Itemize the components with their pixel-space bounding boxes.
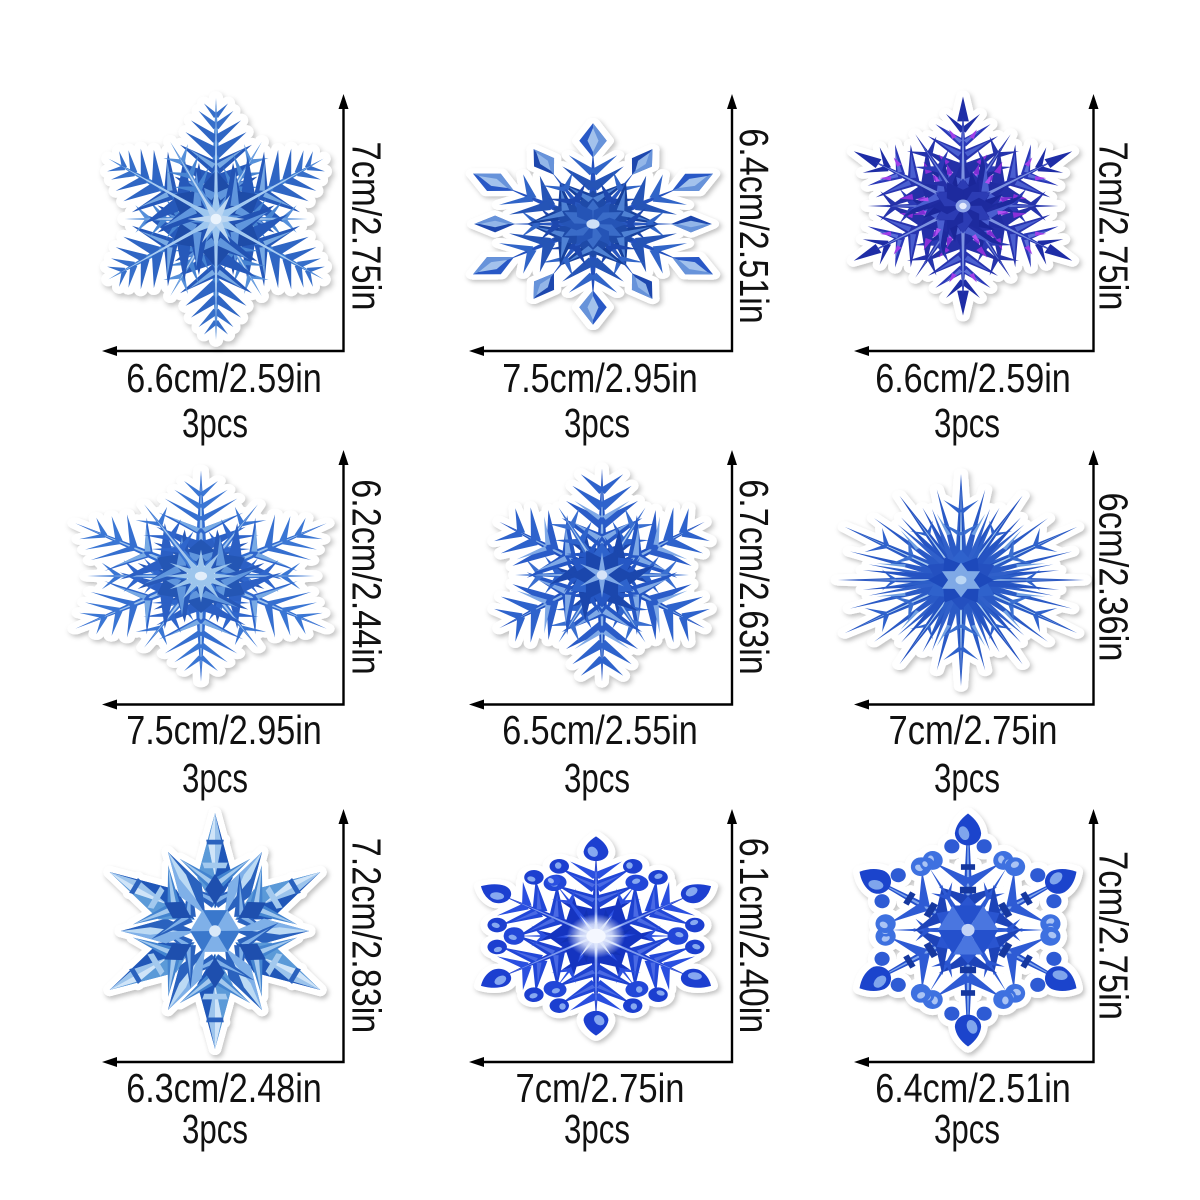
svg-text:3pcs: 3pcs [564,400,630,446]
svg-text:3pcs: 3pcs [564,1106,630,1152]
svg-text:6.4cm/2.51in: 6.4cm/2.51in [875,1065,1071,1111]
svg-text:6.2cm/2.44in: 6.2cm/2.44in [344,479,390,675]
svg-text:6.6cm/2.59in: 6.6cm/2.59in [875,355,1071,401]
svg-text:3pcs: 3pcs [564,755,630,801]
svg-text:6.1cm/2.40in: 6.1cm/2.40in [731,838,777,1034]
svg-text:6.3cm/2.48in: 6.3cm/2.48in [126,1065,322,1111]
svg-text:6.7cm/2.63in: 6.7cm/2.63in [731,479,777,675]
svg-text:3pcs: 3pcs [182,1106,248,1152]
svg-text:7cm/2.75in: 7cm/2.75in [516,1065,685,1111]
svg-text:7cm/2.75in: 7cm/2.75in [344,142,390,311]
svg-text:6.6cm/2.59in: 6.6cm/2.59in [126,355,322,401]
svg-text:7.2cm/2.83in: 7.2cm/2.83in [344,838,390,1034]
svg-text:7.5cm/2.95in: 7.5cm/2.95in [502,355,698,401]
svg-text:3pcs: 3pcs [934,1106,1000,1152]
svg-text:3pcs: 3pcs [182,400,248,446]
svg-text:7.5cm/2.95in: 7.5cm/2.95in [126,707,322,753]
svg-text:3pcs: 3pcs [182,755,248,801]
svg-text:7cm/2.75in: 7cm/2.75in [1091,851,1137,1020]
svg-text:7cm/2.75in: 7cm/2.75in [1091,142,1137,311]
svg-text:6.4cm/2.51in: 6.4cm/2.51in [731,128,777,324]
svg-text:6cm/2.36in: 6cm/2.36in [1091,493,1137,662]
svg-text:3pcs: 3pcs [934,755,1000,801]
svg-text:7cm/2.75in: 7cm/2.75in [889,707,1058,753]
svg-text:3pcs: 3pcs [934,400,1000,446]
svg-text:6.5cm/2.55in: 6.5cm/2.55in [502,707,698,753]
